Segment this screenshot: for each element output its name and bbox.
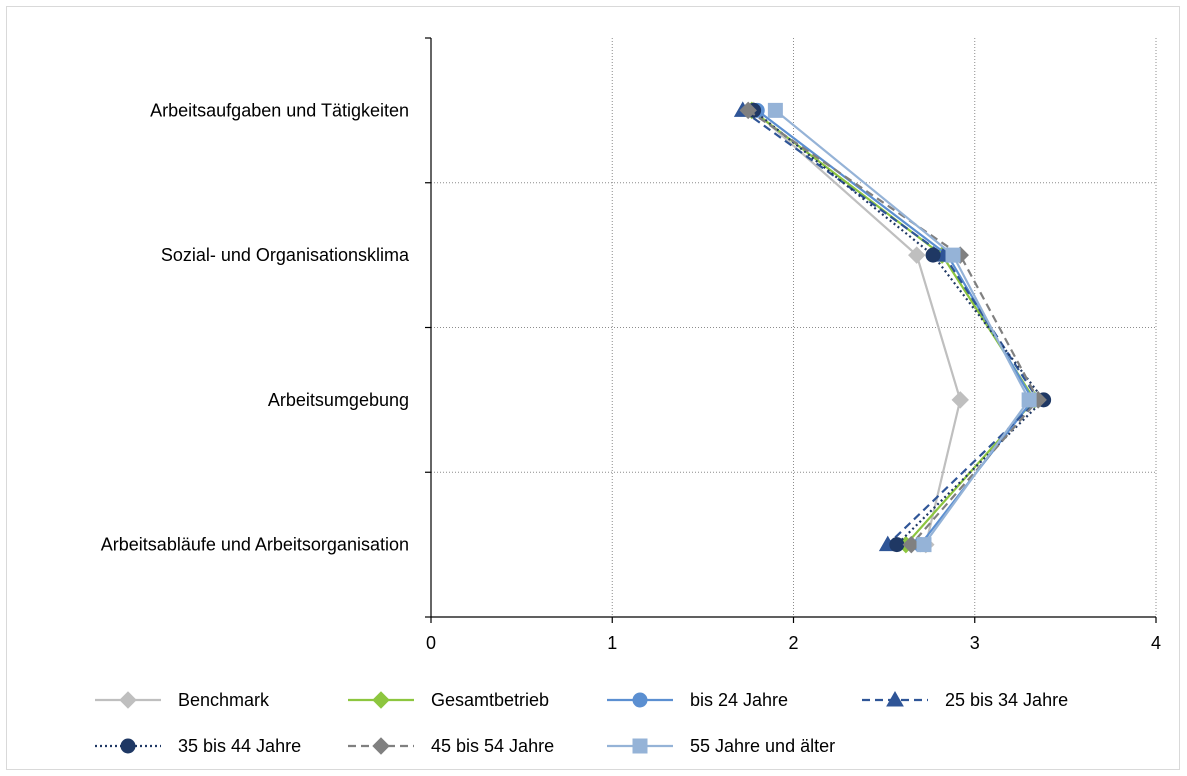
legend-label: bis 24 Jahre [690, 690, 788, 710]
legend-item: bis 24 Jahre [607, 690, 788, 710]
legend-label: 55 Jahre und älter [690, 736, 835, 756]
diamond-marker [951, 391, 969, 409]
legend-item: Gesamtbetrieb [348, 690, 549, 710]
legend-label: 25 bis 34 Jahre [945, 690, 1068, 710]
diamond-marker [908, 246, 926, 264]
square-marker [945, 247, 961, 263]
series-line [752, 109, 1045, 546]
circle-marker [889, 537, 905, 553]
legend-item: 35 bis 44 Jahre [95, 736, 301, 756]
legend-label: 35 bis 44 Jahre [178, 736, 301, 756]
legend: Benchmark Gesamtbetrieb bis 24 Jahre 25 bis… [95, 690, 1068, 756]
x-tick-label: 2 [788, 633, 798, 653]
square-marker [1021, 392, 1037, 408]
series-group [733, 101, 1052, 554]
square-marker [632, 738, 648, 754]
diamond-marker [739, 101, 757, 120]
category-label: Arbeitsumgebung [268, 390, 409, 410]
legend-label: 45 bis 54 Jahre [431, 736, 554, 756]
circle-marker [120, 738, 136, 754]
diamond-marker [372, 737, 390, 755]
series-55-jahre-und-älter [767, 102, 1037, 553]
x-tick-label: 4 [1151, 633, 1161, 653]
circle-marker [632, 692, 648, 708]
diamond-marker [372, 691, 390, 709]
x-tick-label: 0 [426, 633, 436, 653]
diamond-marker [119, 691, 137, 709]
legend-label: Benchmark [178, 690, 270, 710]
series-35-bis-44-jahre [746, 102, 1052, 553]
legend-item: 45 bis 54 Jahre [348, 736, 554, 756]
legend-item: 25 bis 34 Jahre [862, 690, 1068, 710]
x-tick-label: 3 [970, 633, 980, 653]
series-line [747, 109, 1040, 546]
chart-frame [6, 6, 1180, 770]
square-marker [916, 537, 932, 553]
series-line [774, 109, 1031, 546]
gridlines [431, 38, 1157, 617]
series-line [752, 109, 962, 545]
category-label: Sozial- und Organisationsklima [161, 245, 410, 265]
axes [425, 37, 1157, 623]
category-label: Arbeitsaufgaben und Tätigkeiten [150, 100, 409, 120]
legend-item: 55 Jahre und älter [607, 736, 835, 756]
square-marker [767, 102, 783, 118]
triangle-marker [886, 690, 904, 707]
category-label: Arbeitsabläufe und Arbeitsorganisation [101, 535, 409, 555]
x-tick-label: 1 [607, 633, 617, 653]
category-labels: Arbeitsaufgaben und Tätigkeiten Sozial- u… [101, 100, 410, 554]
circle-marker [925, 247, 941, 263]
legend-label: Gesamtbetrieb [431, 690, 549, 710]
legend-item: Benchmark [95, 690, 270, 710]
x-tick-labels: 0 1 2 3 4 [426, 633, 1161, 653]
